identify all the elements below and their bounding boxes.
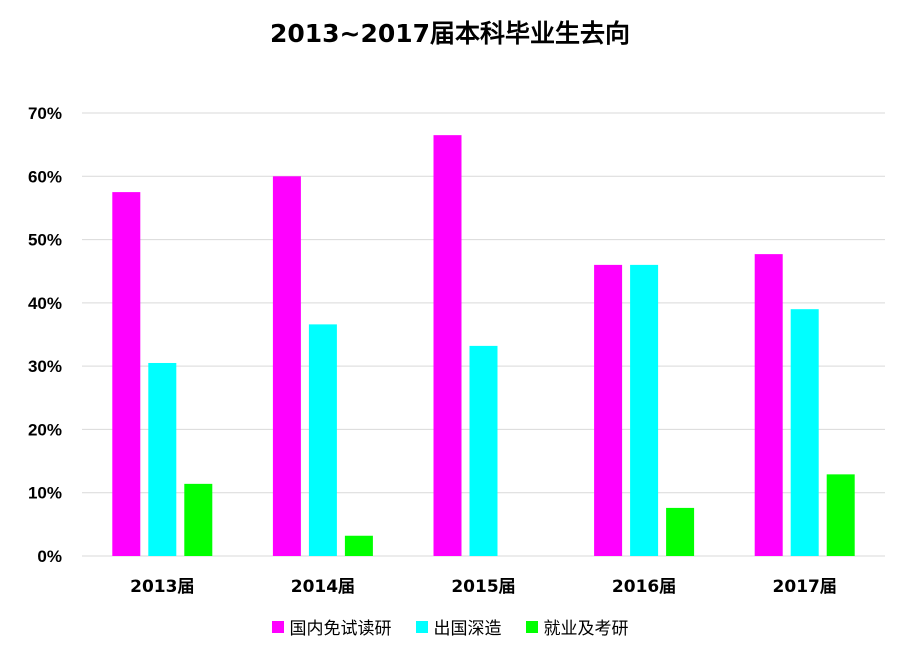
- bar: [594, 264, 623, 556]
- bar: [433, 135, 462, 556]
- legend-swatch: [525, 620, 538, 633]
- bar: [754, 254, 783, 556]
- legend-label: 出国深造: [433, 619, 502, 639]
- x-category-label: 2016届: [612, 577, 676, 597]
- y-tick-label: 30%: [28, 357, 62, 376]
- legend-item: 出国深造: [415, 614, 502, 639]
- y-tick-label: 20%: [28, 420, 62, 439]
- y-axis-ticks: 0% 10% 20% 30% 40% 50% 60% 70%: [28, 104, 62, 566]
- bar: [790, 309, 819, 556]
- y-tick-label: 50%: [28, 231, 62, 250]
- legend-item: 国内免试读研: [271, 614, 392, 639]
- x-category-label: 2014届: [291, 577, 355, 597]
- legend-item: 就业及考研: [525, 614, 629, 639]
- y-tick-label: 10%: [28, 484, 62, 503]
- bar: [630, 264, 659, 556]
- y-tick-label: 60%: [28, 167, 62, 186]
- bar: [308, 324, 337, 556]
- x-category-label: 2015届: [451, 577, 515, 597]
- bar: [666, 507, 695, 556]
- y-tick-label: 40%: [28, 294, 62, 313]
- bar: [148, 362, 177, 556]
- x-axis-categories: 2013届 2014届 2015届 2016届 2017届: [130, 577, 837, 597]
- bar: [344, 535, 373, 556]
- y-tick-label: 0%: [37, 547, 62, 566]
- bar: [272, 176, 301, 557]
- bar: [826, 474, 855, 556]
- x-category-label: 2017届: [773, 577, 837, 597]
- legend-label: 国内免试读研: [289, 619, 392, 639]
- bar: [469, 345, 498, 556]
- bars: [112, 135, 855, 557]
- legend-label: 就业及考研: [543, 619, 629, 639]
- legend: 国内免试读研 出国深造 就业及考研: [0, 614, 900, 639]
- x-category-label: 2013届: [130, 577, 194, 597]
- chart-title: 2013~2017届本科毕业生去向: [269, 19, 631, 48]
- bar: [184, 483, 213, 556]
- legend-swatch: [415, 620, 428, 633]
- bar: [112, 192, 141, 556]
- legend-swatch: [271, 620, 284, 633]
- y-tick-label: 70%: [28, 104, 62, 123]
